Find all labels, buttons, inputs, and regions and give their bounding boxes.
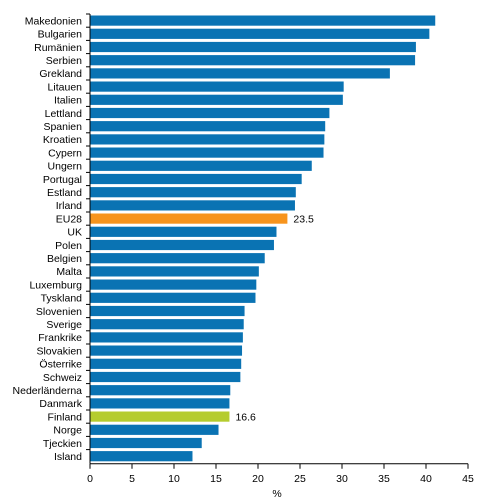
category-label-spanien: Spanien	[43, 121, 82, 133]
category-label-makedonien: Makedonien	[25, 15, 82, 27]
category-label-slovenien: Slovenien	[36, 306, 82, 318]
bar-sverige	[90, 319, 244, 330]
category-label-frankrike: Frankrike	[38, 332, 82, 344]
category-label-portugal: Portugal	[43, 174, 82, 186]
bar-lettland	[90, 107, 330, 119]
bar-frankrike	[90, 332, 243, 343]
category-label-bulgarien: Bulgarien	[38, 29, 83, 41]
x-tick-label: 0	[87, 473, 93, 485]
x-tick-label: 5	[129, 473, 135, 485]
category-label-island: Island	[54, 451, 82, 463]
bar-belgien	[90, 253, 265, 264]
category-label-litauen: Litauen	[48, 81, 83, 93]
category-label-polen: Polen	[55, 240, 82, 252]
bar-cypern	[90, 147, 324, 158]
category-label-tjeckien: Tjeckien	[43, 438, 82, 450]
category-label-kroatien: Kroatien	[43, 134, 82, 146]
category-label-uk: UK	[67, 227, 82, 239]
category-label-italien: Italien	[54, 95, 82, 107]
category-label-finland: Finland	[48, 411, 83, 423]
category-label-schweiz: Schweiz	[43, 372, 82, 384]
x-tick-label: 40	[420, 473, 432, 485]
category-label-serbien: Serbien	[46, 55, 82, 67]
data-label-finland: 16.6	[235, 411, 256, 423]
x-ticks-group: 0 5 10 15 20 25 30 35 40 45	[86, 13, 474, 485]
x-tick-label: 25	[294, 473, 306, 485]
bar-makedonien	[90, 15, 436, 26]
category-label-estland: Estland	[47, 187, 82, 199]
bar-serbien	[90, 55, 416, 66]
data-label-eu28: 23.5	[293, 213, 314, 225]
category-label-grekland: Grekland	[39, 68, 82, 80]
bar-estland	[90, 187, 296, 198]
category-label-danmark: Danmark	[39, 398, 82, 410]
category-label-osterrike: Österrike	[39, 359, 82, 371]
category-label-luxemburg: Luxemburg	[29, 279, 82, 291]
bar-osterrike	[90, 358, 242, 369]
bar-uk	[90, 226, 277, 237]
bar-slovenien	[90, 305, 245, 317]
bar-norge	[90, 424, 219, 435]
bar-island	[90, 451, 193, 462]
x-tick-label: 45	[462, 473, 474, 485]
bar-irland	[90, 200, 295, 211]
category-label-ungern: Ungern	[48, 161, 83, 173]
bar-kroatien	[90, 134, 325, 145]
x-tick-label: 15	[210, 473, 222, 485]
bar-danmark	[90, 398, 230, 409]
category-label-rumanien: Rumänien	[34, 42, 82, 54]
category-label-nederlanderna: Nederländerna	[13, 385, 83, 397]
bar-grekland	[90, 68, 390, 79]
category-label-belgien: Belgien	[47, 253, 82, 265]
bars-group	[90, 15, 436, 462]
category-label-slovakien: Slovakien	[36, 345, 82, 357]
bar-ungern	[90, 160, 312, 171]
bar-slovakien	[90, 345, 243, 356]
category-labels-group: Makedonien BulgarienRumänienSerbienGrekla…	[13, 15, 83, 463]
data-labels-group: 23.5 16.6	[235, 213, 314, 423]
bar-schweiz	[90, 371, 241, 383]
bar-finland	[90, 411, 230, 422]
x-tick-label: 20	[252, 473, 264, 485]
bar-nederlanderna	[90, 385, 231, 396]
bar-eu28	[90, 213, 288, 224]
bar-portugal	[90, 173, 302, 185]
category-label-sverige: Sverige	[46, 319, 82, 331]
bar-italien	[90, 94, 343, 105]
x-axis-label: %	[272, 488, 281, 497]
category-label-lettland: Lettland	[45, 108, 83, 120]
category-label-tyskland: Tyskland	[41, 293, 83, 305]
x-tick-label: 30	[336, 473, 348, 485]
category-label-norge: Norge	[53, 425, 82, 437]
bar-litauen	[90, 81, 344, 92]
bar-rumanien	[90, 41, 416, 53]
bar-tjeckien	[90, 437, 202, 449]
category-label-eu28: EU28	[56, 213, 82, 225]
category-label-malta: Malta	[56, 266, 82, 278]
category-label-cypern: Cypern	[48, 147, 82, 159]
bar-malta	[90, 266, 259, 277]
bar-spanien	[90, 121, 326, 132]
bar-bulgarien	[90, 28, 430, 39]
bar-polen	[90, 239, 274, 251]
x-tick-label: 35	[378, 473, 390, 485]
bar-luxemburg	[90, 279, 257, 290]
bar-tyskland	[90, 292, 256, 303]
category-label-irland: Irland	[56, 200, 82, 212]
x-tick-label: 10	[168, 473, 180, 485]
